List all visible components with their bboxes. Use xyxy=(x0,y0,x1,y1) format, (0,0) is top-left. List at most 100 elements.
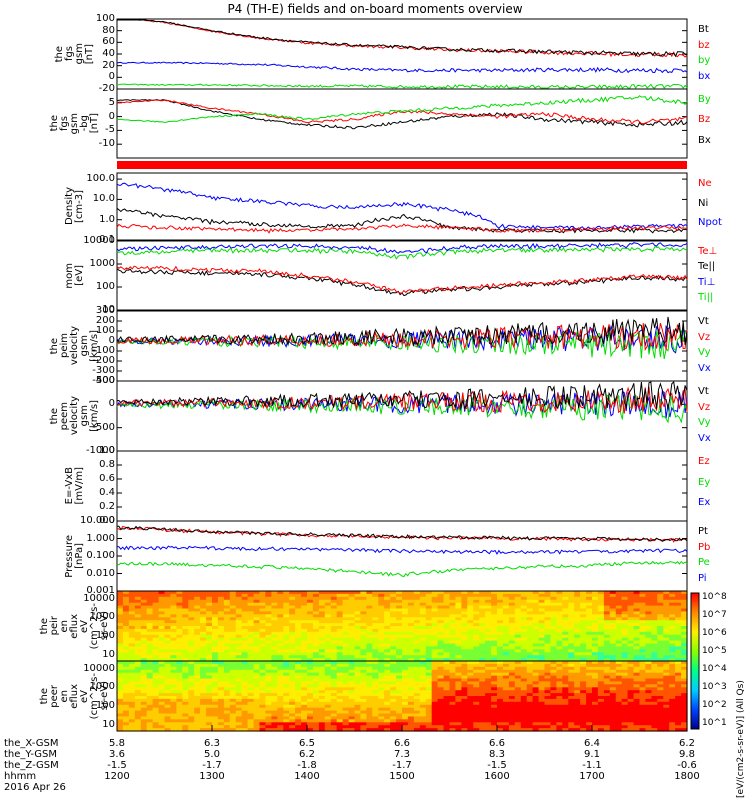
spectrogram-cell xyxy=(467,663,474,668)
spectrogram-cell xyxy=(592,675,599,680)
spectrogram-cell xyxy=(663,637,670,642)
spectrogram-cell xyxy=(342,605,350,610)
spectrogram-cell xyxy=(514,608,522,612)
spectrogram-cell xyxy=(128,617,136,621)
spectrogram-cell xyxy=(633,713,641,717)
spectrogram-cell xyxy=(443,722,451,726)
spectrogram-cell xyxy=(675,716,682,720)
spectrogram-cell xyxy=(485,707,492,712)
spectrogram-cell xyxy=(366,693,373,697)
spectrogram-cell xyxy=(633,728,641,732)
spectrogram-cell xyxy=(324,696,332,700)
spectrogram-cell xyxy=(556,614,563,618)
spectrogram-cell xyxy=(188,725,195,729)
y-tick-label: 0.0 xyxy=(99,515,115,526)
spectrogram-cell xyxy=(342,599,350,604)
spectrogram-cell xyxy=(212,684,219,688)
spectrogram-cell xyxy=(348,710,356,715)
spectrogram-cell xyxy=(390,614,397,618)
spectrogram-cell xyxy=(663,725,670,729)
spectrogram-cell xyxy=(212,722,219,726)
spectrogram-cell xyxy=(413,605,421,610)
spectrogram-cell xyxy=(473,722,480,726)
spectrogram-cell xyxy=(170,649,177,653)
spectrogram-cell xyxy=(265,707,272,712)
spectrogram-cell xyxy=(520,646,528,650)
spectrogram-cell xyxy=(390,669,397,674)
spectrogram-cell xyxy=(336,690,344,694)
spectrogram-cell xyxy=(330,599,338,604)
spectrogram-cell xyxy=(437,655,445,659)
spectrogram-cell xyxy=(425,693,433,697)
spectrogram-cell xyxy=(621,675,629,680)
spectrogram-cell xyxy=(396,698,403,703)
spectrogram-cell xyxy=(562,658,569,662)
spectrogram-cell xyxy=(645,602,652,607)
spectrogram-cell xyxy=(342,713,350,717)
spectrogram-cell xyxy=(170,663,177,668)
spectrogram-cell xyxy=(544,593,551,598)
spectrogram-cell xyxy=(592,666,599,671)
spectrogram-cell xyxy=(164,602,171,607)
spectrogram-cell xyxy=(241,696,249,700)
spectrogram-cell xyxy=(188,602,195,607)
spectrogram-cell xyxy=(265,623,272,627)
spectrogram-cell xyxy=(532,591,540,595)
spectrogram-cell xyxy=(407,611,415,615)
spectrogram-cell xyxy=(437,637,445,642)
spectrogram-cell xyxy=(663,634,670,639)
spectrogram-cell xyxy=(259,690,266,694)
spectrogram-cell xyxy=(360,666,367,671)
spectrogram-cell xyxy=(223,658,231,662)
spectrogram-cell xyxy=(425,628,433,633)
spectrogram-cell xyxy=(140,690,148,694)
spectrogram-cell xyxy=(455,620,462,624)
spectrogram-cell xyxy=(253,687,261,691)
spectrogram-cell xyxy=(122,661,130,665)
spectrogram-cell xyxy=(140,666,148,671)
spectrogram-cell xyxy=(586,704,593,709)
spectrogram-cell xyxy=(200,666,207,671)
spectrogram-cell xyxy=(277,608,284,612)
spectrogram-cell xyxy=(645,728,652,732)
spectrogram-cell xyxy=(520,716,528,720)
spectrogram-cell xyxy=(366,602,373,607)
spectrogram-cell xyxy=(431,696,439,700)
spectrogram-cell xyxy=(134,661,142,665)
spectrogram-cell xyxy=(289,631,296,636)
spectrogram-cell xyxy=(396,681,403,685)
spectrogram-cell xyxy=(645,684,652,688)
spectrogram-cell xyxy=(586,655,593,659)
spectrogram-cell xyxy=(455,649,462,653)
spectrogram-cell xyxy=(437,681,445,685)
spectrogram-cell xyxy=(597,608,605,612)
spectrogram-cell xyxy=(586,637,593,642)
spectrogram-cell xyxy=(580,655,587,659)
spectrogram-cell xyxy=(259,663,266,668)
spectrogram-cell xyxy=(188,666,195,671)
spectrogram-cell xyxy=(621,672,629,677)
spectrogram-cell xyxy=(134,707,142,712)
data-flag-bar xyxy=(117,161,687,169)
spectrogram-cell xyxy=(259,602,266,607)
spectrogram-cell xyxy=(134,704,142,709)
spectrogram-cell xyxy=(176,661,183,665)
spectrogram-cell xyxy=(348,675,356,680)
spectrogram-cell xyxy=(592,725,599,729)
spectrogram-cell xyxy=(396,599,403,604)
spectrogram-cell xyxy=(419,602,427,607)
spectrogram-cell xyxy=(544,631,551,636)
spectrogram-cell xyxy=(307,716,314,720)
spectrogram-cell xyxy=(437,646,445,650)
spectrogram-cell xyxy=(580,725,587,729)
spectrogram-cell xyxy=(206,602,213,607)
spectrogram-cell xyxy=(176,707,183,712)
spectrogram-cell xyxy=(241,605,249,610)
spectrogram-cell xyxy=(289,640,296,645)
spectrogram-cell xyxy=(562,661,569,665)
spectrogram-cell xyxy=(413,599,421,604)
spectrogram-cell xyxy=(330,593,338,598)
spectrogram-cell xyxy=(508,602,516,607)
spectrogram-cell xyxy=(461,710,468,715)
